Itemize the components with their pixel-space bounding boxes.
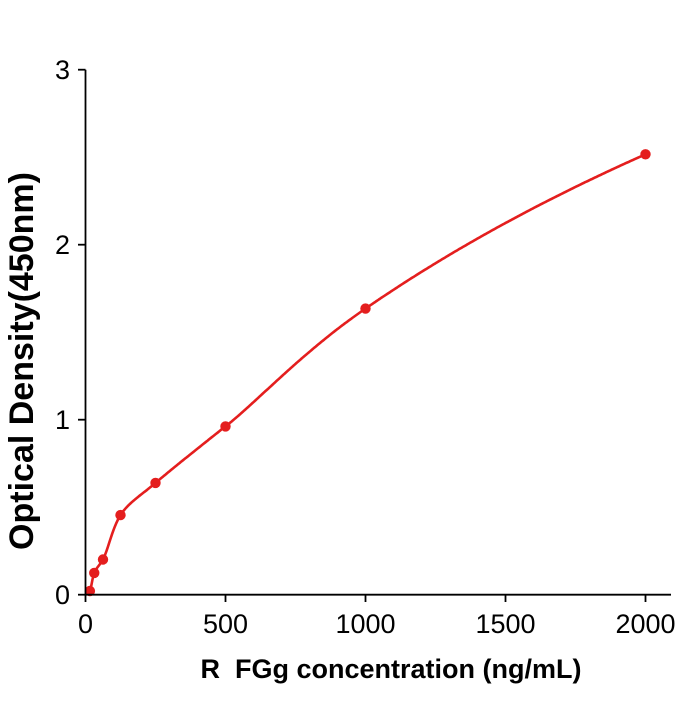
svg-text:2: 2 [55,230,70,260]
svg-text:Optical Density(450nm): Optical Density(450nm) [3,172,41,550]
svg-text:500: 500 [203,609,248,639]
svg-text:1: 1 [55,405,70,435]
svg-text:R FGg concentration (ng/mL): R FGg concentration (ng/mL) [201,654,582,684]
svg-text:1000: 1000 [335,609,395,639]
svg-text:2000: 2000 [615,609,675,639]
svg-text:0: 0 [55,580,70,610]
svg-text:3: 3 [55,55,70,85]
svg-text:0: 0 [78,609,93,639]
svg-text:1500: 1500 [475,609,535,639]
